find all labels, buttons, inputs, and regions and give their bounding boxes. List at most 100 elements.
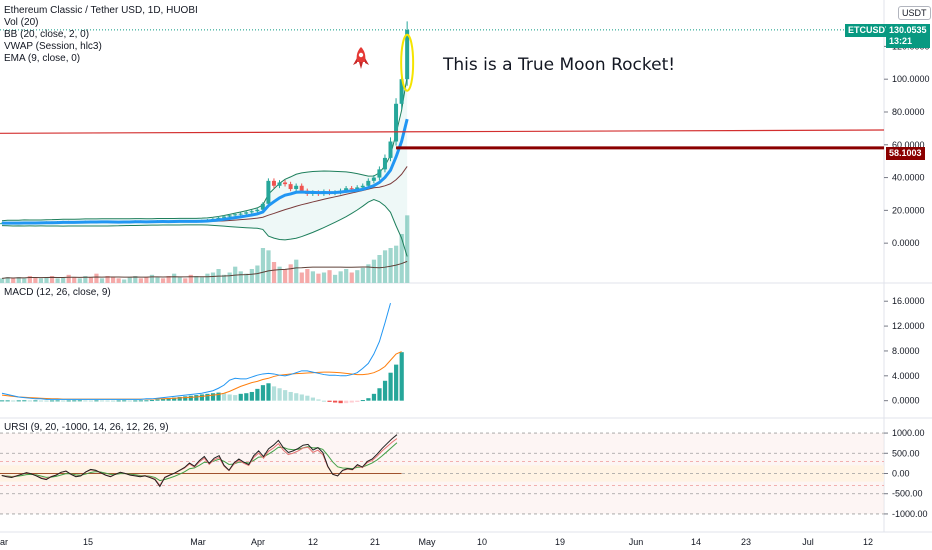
- volume-bar: [355, 270, 360, 283]
- volume-bar: [271, 262, 277, 283]
- macd-histogram-bar: [133, 400, 138, 402]
- candle-body: [249, 211, 254, 213]
- legend-bb[interactable]: BB (20, close, 2, 0): [4, 29, 90, 40]
- macd-tick-label: 0.0000: [892, 396, 920, 406]
- price-badge-symbol: ETCUSDT: [848, 25, 891, 35]
- x-tick-label: Apr: [251, 537, 265, 547]
- volume-bar: [44, 277, 49, 283]
- macd-line: [1, 302, 391, 400]
- macd-histogram-bar: [27, 400, 32, 402]
- macd-histogram-bar: [388, 372, 393, 401]
- price-badge-value: 130.0535 13:21: [886, 24, 930, 48]
- macd-histogram-bar: [349, 400, 354, 403]
- macd-histogram-bar: [88, 400, 93, 402]
- ursi-tick-label: 500.00: [892, 448, 920, 458]
- candle-body: [349, 188, 354, 190]
- macd-histogram-bar: [222, 393, 227, 401]
- x-tick-label: May: [418, 537, 436, 547]
- legend-vwap[interactable]: VWAP (Session, hlc3): [4, 41, 102, 52]
- candle-body: [294, 185, 299, 190]
- volume-bar: [16, 277, 21, 283]
- macd-histogram-bar: [366, 398, 371, 401]
- candle-body: [283, 182, 288, 185]
- x-tick-label: 19: [555, 537, 565, 547]
- legend-vol[interactable]: Vol (20): [4, 17, 39, 28]
- volume-bar: [22, 278, 27, 283]
- legend-ema[interactable]: EMA (9, close, 0): [4, 53, 81, 64]
- x-tick-label: Jul: [802, 537, 814, 547]
- volume-bar: [260, 248, 266, 283]
- highlight-ellipse: [400, 33, 415, 92]
- candle-body: [382, 157, 387, 170]
- macd-histogram-bar: [266, 383, 271, 401]
- price-badge-countdown: 13:21: [889, 36, 913, 46]
- macd-histogram-bar: [216, 392, 221, 401]
- ursi-tick-label: -1000.00: [892, 509, 928, 519]
- macd-histogram-bar: [177, 396, 182, 401]
- macd-histogram-bar: [305, 395, 310, 401]
- legend-macd[interactable]: MACD (12, 26, close, 9): [4, 287, 111, 298]
- macd-histogram-bar: [327, 400, 332, 402]
- macd-histogram-bar: [194, 395, 199, 401]
- candle-body: [355, 187, 360, 190]
- macd-histogram-bar: [66, 400, 71, 402]
- volume-ma-line: [1, 260, 408, 279]
- volume-bar: [194, 276, 199, 283]
- volume-bar: [88, 277, 93, 283]
- volume-bar: [61, 277, 66, 283]
- macd-histogram-bar: [160, 398, 166, 401]
- macd-histogram-bar: [105, 400, 110, 402]
- candle-body: [344, 188, 349, 191]
- candle-body: [222, 216, 226, 218]
- macd-histogram-bar: [255, 388, 260, 401]
- volume-bar: [66, 274, 71, 283]
- macd-histogram-bar: [116, 400, 121, 402]
- volume-bar: [83, 276, 88, 283]
- currency-button[interactable]: USDT: [898, 6, 931, 20]
- bb-upper-line: [1, 76, 408, 222]
- volume-bar: [210, 272, 216, 283]
- volume-bar: [116, 278, 121, 283]
- macd-histogram-bar: [294, 393, 299, 401]
- macd-histogram-bar: [355, 400, 360, 402]
- volume-bar: [172, 273, 177, 283]
- volume-bar: [199, 277, 204, 283]
- macd-histogram-bar: [149, 400, 155, 402]
- macd-histogram-bar: [299, 394, 304, 401]
- macd-histogram-bar: [288, 391, 293, 401]
- macd-histogram-bar: [371, 393, 377, 401]
- volume-bar: [138, 278, 143, 283]
- volume-bar: [266, 250, 271, 283]
- volume-bar: [338, 271, 343, 283]
- ursi-tick-label: 1000.00: [892, 428, 925, 438]
- macd-histogram-bar: [382, 380, 388, 401]
- macd-histogram-bar: [16, 400, 21, 402]
- volume-bar: [55, 278, 60, 283]
- candle-body: [399, 79, 404, 104]
- macd-histogram-bar: [249, 391, 254, 401]
- macd-histogram-bar: [344, 400, 349, 404]
- legend-ursi[interactable]: URSI (9, 20, -1000, 14, 26, 12, 26, 9): [4, 422, 169, 433]
- volume-bar: [283, 269, 288, 283]
- macd-histogram-bar: [5, 400, 10, 402]
- x-tick-label: ar: [0, 537, 8, 547]
- macd-histogram-bar: [244, 393, 249, 401]
- volume-bar: [321, 272, 327, 283]
- volume-bar: [327, 270, 332, 283]
- macd-histogram-bar: [33, 400, 38, 402]
- candle-body: [227, 215, 232, 217]
- macd-histogram-bar: [283, 390, 288, 401]
- x-tick-label: 10: [477, 537, 487, 547]
- macd-histogram-bar: [99, 400, 105, 402]
- legend-symbol[interactable]: Ethereum Classic / Tether USD, 1D, HUOBI: [4, 5, 198, 16]
- x-tick-label: 23: [741, 537, 751, 547]
- macd-histogram-bar: [316, 399, 321, 401]
- macd-tick-label: 4.0000: [892, 371, 920, 381]
- candle-body: [277, 182, 282, 186]
- price-tick-label: 0.0000: [892, 238, 920, 248]
- volume-bar: [382, 250, 388, 283]
- macd-histogram-bar: [127, 400, 132, 402]
- macd-histogram-bar: [55, 400, 60, 402]
- x-tick-label: 15: [83, 537, 93, 547]
